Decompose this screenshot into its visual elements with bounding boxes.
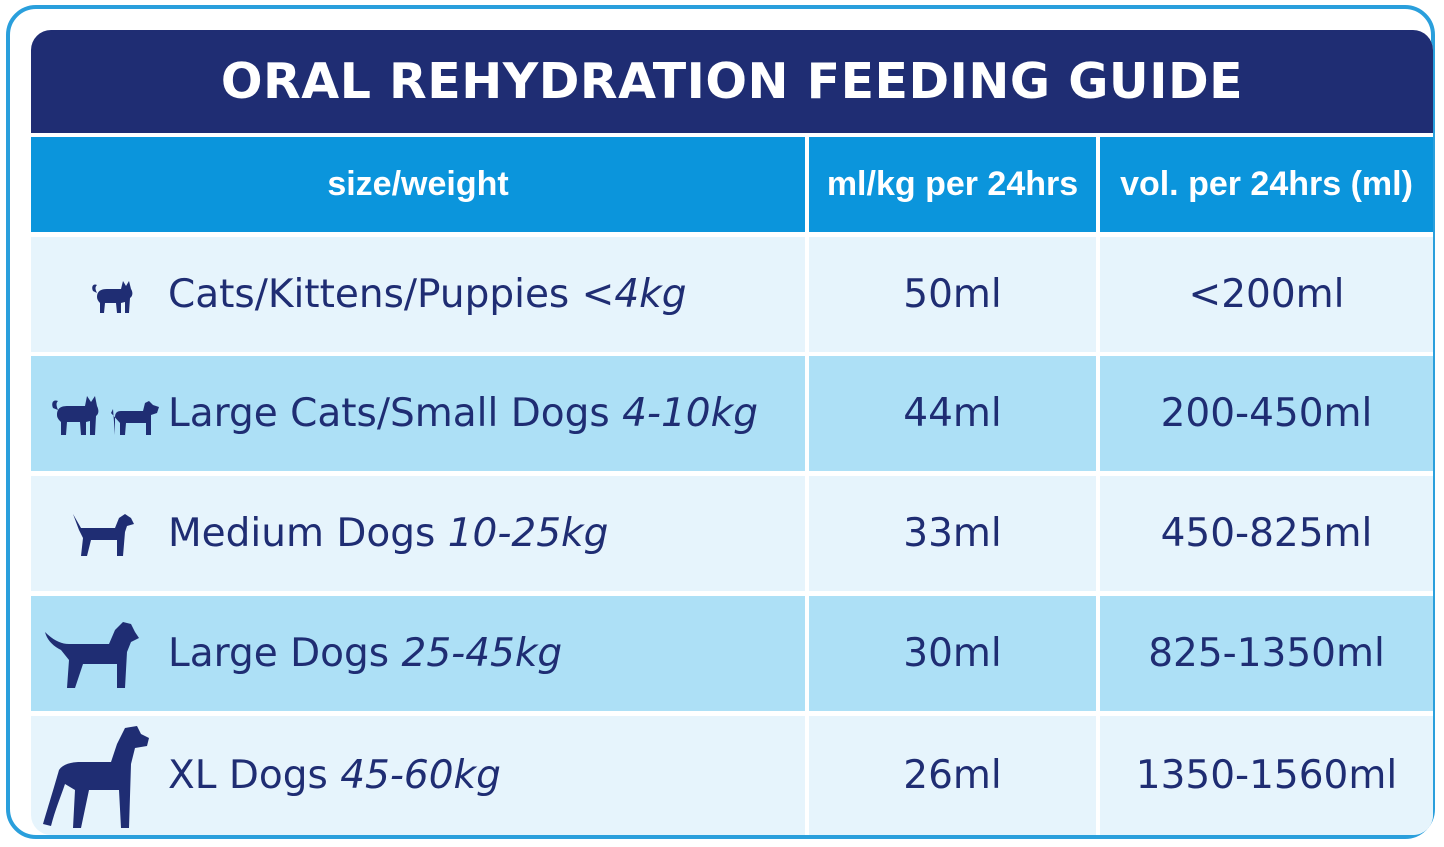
column-header-volume: vol. per 24hrs (ml) xyxy=(1100,137,1433,232)
title-bar: ORAL REHYDRATION FEEDING GUIDE xyxy=(31,30,1433,133)
size-label-1: Cats/Kittens/Puppies <4kg xyxy=(168,272,687,317)
weight-range-1: <4kg xyxy=(581,272,687,317)
weight-range-5: 45-60kg xyxy=(340,753,501,798)
size-name-2: Large Cats/Small Dogs xyxy=(168,391,610,436)
large-dog-icon xyxy=(45,622,139,688)
size-label-5: XL Dogs 45-60kg xyxy=(168,753,501,798)
size-label-3: Medium Dogs 10-25kg xyxy=(168,511,608,556)
table-row-1-ml-per-kg: 50ml xyxy=(809,237,1096,352)
size-name-1: Cats/Kittens/Puppies xyxy=(168,272,570,317)
table-row-1-volume: <200ml xyxy=(1100,237,1433,352)
table-row-2-ml-per-kg: 44ml xyxy=(809,356,1096,471)
table-row-4-size: Large Dogs 25-45kg xyxy=(31,596,805,711)
size-name-4: Large Dogs xyxy=(168,631,390,676)
table-row-5-volume: 1350-1560ml xyxy=(1100,716,1433,835)
table-row-5-size: XL Dogs 45-60kg xyxy=(31,716,805,835)
table-row-3-volume: 450-825ml xyxy=(1100,476,1433,591)
table-row-2-volume: 200-450ml xyxy=(1100,356,1433,471)
table-row-5-ml-per-kg: 26ml xyxy=(809,716,1096,835)
size-name-3: Medium Dogs xyxy=(168,511,436,556)
xl-dog-icon xyxy=(43,726,149,828)
weight-range-4: 25-45kg xyxy=(401,631,563,676)
cat-icon xyxy=(92,281,133,313)
size-label-2: Large Cats/Small Dogs 4-10kg xyxy=(168,391,758,436)
guide-title: ORAL REHYDRATION FEEDING GUIDE xyxy=(220,53,1244,110)
column-header-size-weight: size/weight xyxy=(31,137,805,232)
table-row-3-size: Medium Dogs 10-25kg xyxy=(31,476,805,591)
table-row-1-size: Cats/Kittens/Puppies <4kg xyxy=(31,237,805,352)
cat-and-small-dog-icon xyxy=(52,396,159,435)
size-name-5: XL Dogs xyxy=(168,753,328,798)
weight-range-2: 4-10kg xyxy=(622,391,758,436)
table-row-3-ml-per-kg: 33ml xyxy=(809,476,1096,591)
table-row-4-volume: 825-1350ml xyxy=(1100,596,1433,711)
medium-dog-icon xyxy=(73,514,134,556)
table-row-4-ml-per-kg: 30ml xyxy=(809,596,1096,711)
table-row-2-size: Large Cats/Small Dogs 4-10kg xyxy=(31,356,805,471)
feeding-guide-card: ORAL REHYDRATION FEEDING GUIDE size/weig… xyxy=(31,30,1433,835)
feeding-guide-frame: ORAL REHYDRATION FEEDING GUIDE size/weig… xyxy=(6,5,1435,839)
weight-range-3: 10-25kg xyxy=(447,511,609,556)
column-header-ml-per-kg: ml/kg per 24hrs xyxy=(809,137,1096,232)
size-label-4: Large Dogs 25-45kg xyxy=(168,631,562,676)
